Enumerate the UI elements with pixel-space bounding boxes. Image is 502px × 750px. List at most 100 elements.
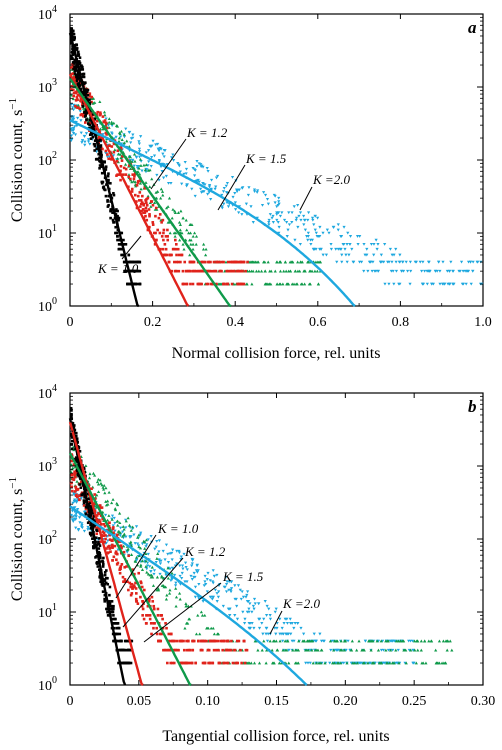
data-point: [195, 164, 199, 168]
data-point: [406, 269, 410, 273]
data-point: [175, 639, 179, 643]
data-point: [129, 535, 133, 539]
data-point: [234, 597, 238, 601]
data-point: [197, 162, 201, 166]
data-point: [182, 172, 186, 176]
data-point: [180, 576, 184, 580]
data-point: [139, 531, 143, 535]
data-point: [95, 528, 98, 532]
data-point: [74, 431, 78, 435]
data-point: [90, 95, 94, 99]
data-point: [127, 173, 131, 176]
data-point: [222, 282, 226, 286]
data-point: [362, 269, 366, 273]
data-point: [107, 117, 111, 120]
data-point: [114, 632, 118, 636]
data-point: [458, 269, 462, 273]
x-tick-label: 0: [67, 694, 74, 709]
data-point: [74, 475, 77, 479]
data-point: [225, 639, 229, 643]
data-point: [118, 648, 122, 652]
data-point: [271, 221, 275, 224]
data-point: [220, 206, 224, 210]
data-point: [321, 639, 325, 643]
data-point: [105, 133, 108, 136]
data-point: [201, 639, 204, 643]
data-point: [379, 639, 383, 643]
data-point: [306, 661, 310, 665]
data-point: [183, 260, 187, 264]
data-point: [139, 135, 143, 138]
data-point: [288, 617, 292, 621]
data-point: [286, 282, 290, 286]
data-point: [273, 269, 277, 273]
data-point: [167, 648, 170, 652]
data-point: [145, 203, 149, 207]
data-point: [121, 575, 125, 579]
data-point: [76, 488, 79, 492]
data-point: [213, 639, 217, 643]
data-point: [126, 516, 130, 520]
data-point: [144, 545, 148, 548]
data-point: [106, 614, 110, 617]
data-point: [72, 424, 76, 427]
data-point: [199, 639, 203, 643]
data-point: [343, 639, 347, 643]
data-point: [263, 193, 268, 197]
data-point: [118, 131, 122, 134]
data-point: [107, 203, 110, 207]
data-point: [408, 260, 412, 264]
data-point: [101, 485, 105, 489]
data-point: [125, 269, 128, 273]
data-point: [122, 238, 125, 242]
x-tick-label: 0.05: [127, 694, 152, 709]
data-point: [450, 648, 454, 652]
data-point: [351, 260, 355, 264]
data-point: [177, 164, 181, 168]
data-point: [230, 639, 233, 643]
data-point: [229, 648, 233, 652]
data-point: [86, 93, 90, 97]
data-point: [256, 260, 260, 264]
data-point: [145, 570, 149, 574]
data-point: [273, 626, 277, 630]
data-point: [148, 597, 151, 601]
data-point: [124, 173, 128, 176]
data-point: [107, 155, 112, 159]
data-point: [70, 412, 73, 416]
data-point: [71, 97, 75, 101]
data-point: [409, 648, 413, 652]
data-point: [73, 514, 78, 518]
data-point: [356, 243, 360, 246]
data-point: [119, 135, 123, 139]
data-point: [115, 208, 118, 211]
data-point: [145, 543, 149, 547]
data-point: [196, 613, 200, 617]
data-point: [161, 193, 165, 197]
data-point: [448, 639, 452, 643]
data-point: [77, 82, 81, 85]
data-point: [103, 600, 107, 603]
data-point: [243, 622, 247, 625]
data-point: [106, 153, 109, 156]
data-point: [384, 639, 388, 643]
data-point: [160, 235, 164, 238]
data-point: [443, 661, 447, 665]
data-point: [96, 110, 100, 114]
data-point: [176, 247, 180, 251]
data-point: [95, 157, 99, 161]
data-point: [164, 247, 168, 251]
data-point: [241, 282, 244, 286]
data-point: [122, 533, 126, 537]
data-point: [76, 440, 79, 444]
data-point: [315, 216, 320, 220]
data-point: [114, 231, 117, 235]
data-point: [113, 544, 117, 548]
data-point: [174, 581, 178, 585]
data-point: [150, 200, 154, 203]
data-point: [216, 595, 221, 599]
data-point: [112, 526, 115, 529]
data-point: [86, 138, 91, 141]
data-point: [385, 661, 389, 665]
data-point: [77, 527, 81, 531]
